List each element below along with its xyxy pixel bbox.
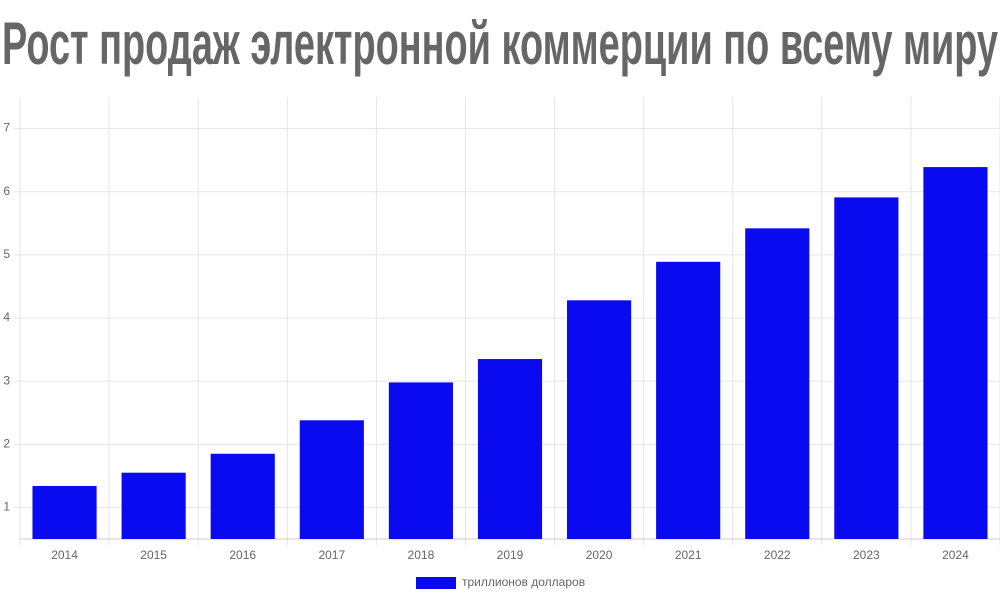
x-tick-label: 2021	[675, 548, 702, 562]
bar	[834, 197, 899, 539]
x-tick-label: 2018	[408, 548, 435, 562]
y-tick-label: 4	[3, 310, 10, 324]
bar	[299, 420, 364, 539]
y-tick-label: 7	[3, 121, 10, 135]
bar	[567, 300, 632, 539]
x-tick-label: 2019	[497, 548, 524, 562]
chart-title: Рост продаж электронной коммерции по все…	[2, 10, 998, 77]
bar	[32, 485, 97, 539]
x-tick-label: 2015	[140, 548, 167, 562]
y-tick-label: 6	[3, 184, 10, 198]
bar	[477, 359, 543, 539]
bar	[656, 261, 721, 539]
bar	[745, 228, 810, 539]
bar	[121, 472, 186, 539]
bar	[210, 453, 275, 539]
x-tick-label: 2016	[229, 548, 256, 562]
x-tick-label: 2020	[586, 548, 613, 562]
x-tick-label: 2024	[942, 548, 969, 562]
x-tick-label: 2023	[853, 548, 880, 562]
x-tick-label: 2017	[318, 548, 345, 562]
x-tick-label: 2014	[51, 548, 78, 562]
bar	[923, 167, 988, 540]
y-tick-label: 3	[3, 373, 10, 387]
y-tick-label: 2	[3, 436, 10, 450]
y-tick-label: 1	[3, 500, 10, 514]
legend-label: триллионов долларов	[462, 575, 585, 589]
x-tick-label: 2022	[764, 548, 791, 562]
y-tick-label: 5	[3, 247, 10, 261]
bar	[388, 382, 453, 539]
legend-swatch	[416, 577, 456, 589]
